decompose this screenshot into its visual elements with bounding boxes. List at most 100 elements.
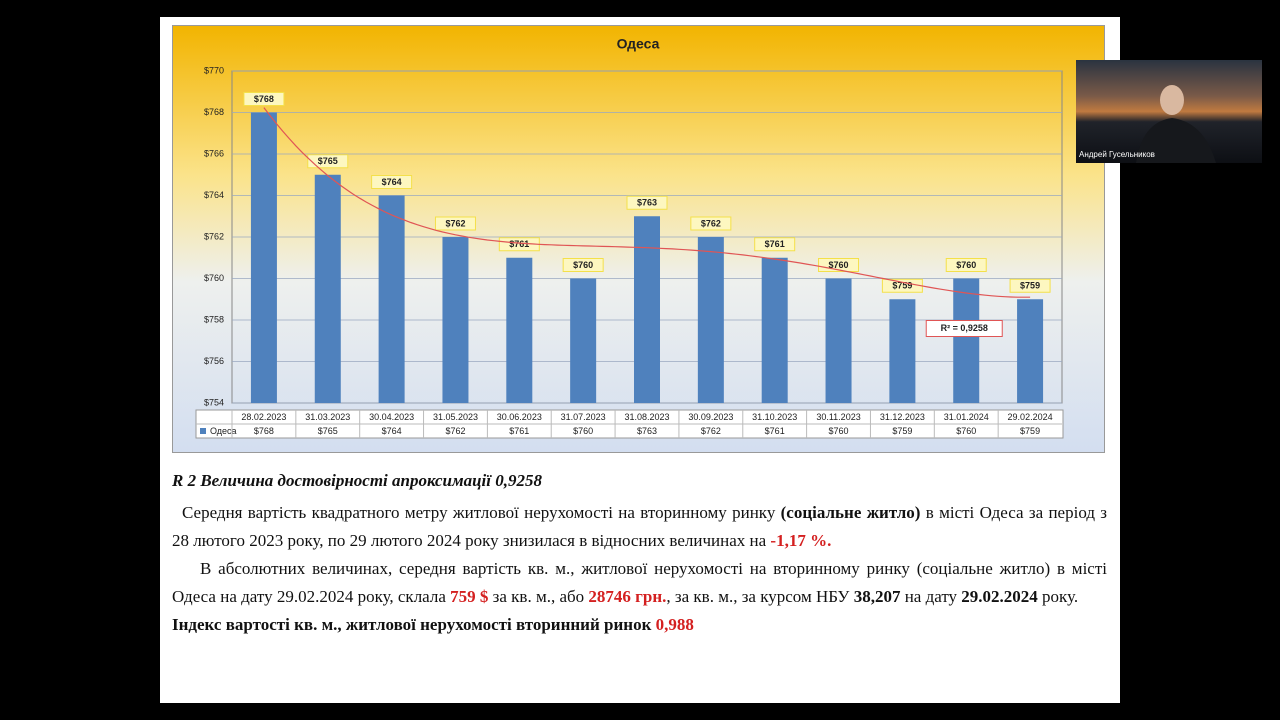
y-tick-label: $764 <box>204 190 224 200</box>
table-value: $759 <box>892 426 912 436</box>
table-value: $765 <box>318 426 338 436</box>
x-tick-label: 31.01.2024 <box>944 412 989 422</box>
value-label: $764 <box>382 177 402 187</box>
x-tick-label: 30.04.2023 <box>369 412 414 422</box>
text: за кв. м., або <box>488 587 589 606</box>
bar <box>506 257 533 403</box>
bar <box>889 299 916 403</box>
y-tick-label: $760 <box>204 273 224 283</box>
x-tick-label: 30.09.2023 <box>688 412 733 422</box>
value-label: $760 <box>573 260 593 270</box>
y-tick-label: $770 <box>204 65 224 75</box>
text: в місті Одеса за період з 28 лютого 2023… <box>172 503 1107 550</box>
bar <box>825 278 852 403</box>
value-label-box <box>754 237 796 252</box>
legend-label: Одеса <box>210 426 237 436</box>
value-label: $759 <box>892 281 912 291</box>
bar <box>634 216 660 403</box>
value-label: $760 <box>829 260 849 270</box>
table-value: $760 <box>829 426 849 436</box>
value-label-box <box>562 258 604 272</box>
index-line: Індекс вартості кв. м., житлової нерухом… <box>172 611 1107 639</box>
value-label-box <box>1009 278 1051 293</box>
value-label: $759 <box>1020 281 1040 291</box>
value-label: $761 <box>509 239 529 249</box>
person-head <box>1160 85 1184 115</box>
bar <box>570 278 597 403</box>
annotation: R² = 0,9258 <box>941 323 988 333</box>
paragraph: Середня вартість квадратного метру житло… <box>172 499 1107 555</box>
bar <box>314 174 341 403</box>
x-tick-label: 31.08.2023 <box>624 412 669 422</box>
value-label: $762 <box>701 218 721 228</box>
chart-title: Одеса <box>617 36 660 52</box>
text: -1,17 %. <box>770 531 832 550</box>
text: на дату <box>900 587 962 606</box>
value-label-box <box>945 258 987 272</box>
bar <box>442 237 469 403</box>
table-value: $768 <box>254 426 274 436</box>
text: Індекс вартості кв. м., житлової нерухом… <box>172 615 656 634</box>
paragraph: В абсолютних величинах, середня вартість… <box>172 555 1107 611</box>
text: 38,207 <box>853 587 901 606</box>
bar <box>953 278 980 403</box>
table-value: $761 <box>509 426 529 436</box>
y-tick-label: $754 <box>204 397 224 407</box>
table-value: $761 <box>765 426 785 436</box>
value-label: $765 <box>318 156 338 166</box>
table-value: $762 <box>445 426 465 436</box>
x-tick-label: 31.05.2023 <box>433 412 478 422</box>
text: 29.02.2024 <box>961 587 1038 606</box>
x-tick-label: 31.12.2023 <box>880 412 925 422</box>
x-tick-label: 29.02.2024 <box>1008 412 1053 422</box>
text: року. <box>1037 587 1079 606</box>
value-label-box <box>371 175 413 189</box>
y-tick-label: $768 <box>204 107 224 117</box>
text: Середня вартість квадратного метру житло… <box>182 503 781 522</box>
bar <box>1017 299 1044 403</box>
text: , за кв. м., за курсом НБУ <box>666 587 854 606</box>
x-tick-label: 31.10.2023 <box>752 412 797 422</box>
x-tick-label: 30.11.2023 <box>816 412 860 422</box>
table-value: $764 <box>382 426 402 436</box>
text: 28746 грн. <box>588 587 667 606</box>
participant-name: Андрей Гусельников <box>1079 150 1155 159</box>
document-page: Одеса $754 $756 $758 $760 $762 $764 $766 $768 $7… <box>160 17 1120 703</box>
table-value: $763 <box>637 426 657 436</box>
value-label: $760 <box>956 260 976 270</box>
y-tick-label: $758 <box>204 314 224 324</box>
y-tick-label: $766 <box>204 148 224 158</box>
trendline <box>263 107 1031 298</box>
text: 0,988 <box>655 615 694 634</box>
value-label: $763 <box>637 198 657 208</box>
table-value: $760 <box>956 426 976 436</box>
x-tick-label: 28.02.2023 <box>241 412 286 422</box>
value-label-box <box>307 154 349 169</box>
legend-key <box>200 428 206 434</box>
value-label: $761 <box>765 239 785 249</box>
value-label: $768 <box>254 94 274 104</box>
value-label-box <box>243 92 285 106</box>
text: В абсолютних величинах, середня вартість… <box>172 559 1107 606</box>
table-value: $760 <box>573 426 593 436</box>
bar <box>697 237 724 403</box>
value-label: $762 <box>445 218 465 228</box>
table-value: $762 <box>701 426 721 436</box>
annotation-box <box>925 320 1003 337</box>
text: (соціальне житло) <box>780 503 921 522</box>
chart: Одеса $754 $756 $758 $760 $762 $764 $766 $768 $7… <box>172 25 1105 453</box>
x-tick-label: 31.03.2023 <box>305 412 350 422</box>
value-label-box <box>434 216 476 231</box>
webcam-tile: Андрей Гусельников <box>1076 60 1262 163</box>
table-value: $759 <box>1020 426 1040 436</box>
x-tick-label: 30.06.2023 <box>497 412 542 422</box>
document-text: R 2 Величина достовірності апроксимації … <box>172 467 1107 639</box>
y-tick-label: $756 <box>204 356 224 366</box>
value-label-box <box>626 195 668 210</box>
person-body <box>1136 118 1216 163</box>
bar <box>761 257 788 403</box>
caption: R 2 Величина достовірності апроксимації … <box>172 471 542 490</box>
bar <box>250 112 277 403</box>
bar <box>378 195 405 403</box>
